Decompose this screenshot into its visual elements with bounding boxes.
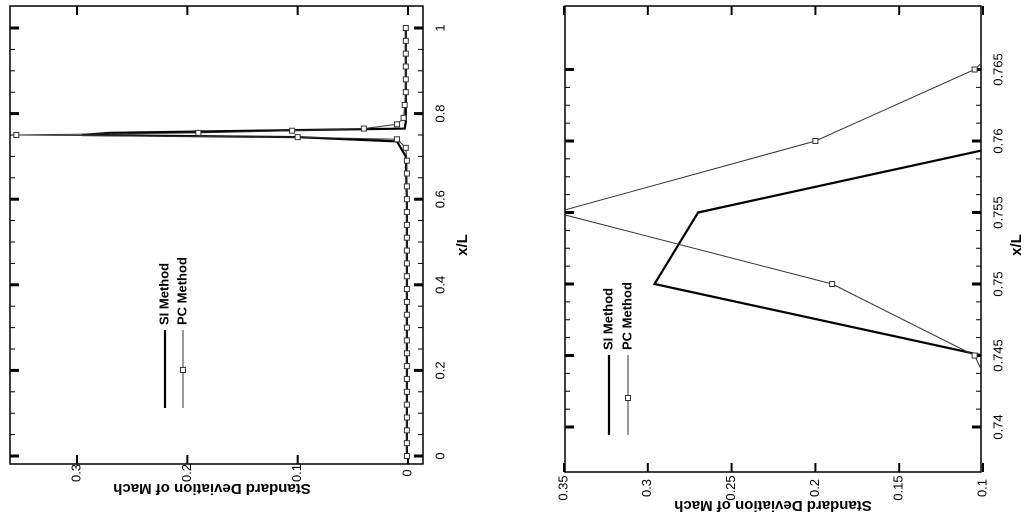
plot-area <box>13 25 410 459</box>
x-tick-label: 1 <box>432 24 447 31</box>
y-tick-label: 0.25 <box>723 475 738 500</box>
data-point-pc-method <box>13 132 20 138</box>
data-point-pc-method <box>403 170 410 177</box>
data-point-pc-method <box>403 363 410 370</box>
data-point-pc-method <box>195 129 202 136</box>
data-point-pc-method <box>403 311 410 318</box>
legend-label-si-method: SI Method <box>156 263 171 325</box>
data-point-pc-method <box>403 375 410 382</box>
y-tick-label: 0.2 <box>179 464 194 482</box>
series-line-pc-method <box>565 62 981 371</box>
legend-marker-pc-method <box>180 367 186 373</box>
y-tick-label: 0.1 <box>289 464 304 482</box>
series-line-pc-method <box>16 28 408 456</box>
x-axis-title: x/L <box>454 234 471 256</box>
plot-area <box>553 62 1011 430</box>
y-tick-label: 0.1 <box>974 479 989 497</box>
x-tick-label: 0.745 <box>990 339 1005 372</box>
y-tick-label: 0.15 <box>891 475 906 500</box>
data-point-pc-method <box>402 76 409 83</box>
data-point-pc-method <box>403 157 410 164</box>
legend: SI Method PC Method <box>156 257 189 408</box>
x-tick-label: 0.6 <box>432 190 447 208</box>
data-point-pc-method <box>829 281 836 287</box>
x-tick-label: 0.2 <box>432 361 447 379</box>
y-axis-title: Standard Deviation of Mach <box>113 480 311 497</box>
legend-label-pc-method: PC Method <box>174 257 189 325</box>
x-tick-label: 0.755 <box>990 196 1005 229</box>
data-point-pc-method <box>403 273 410 280</box>
y-tick-label: 0.2 <box>807 479 822 497</box>
legend-label-pc-method: PC Method <box>619 282 634 350</box>
y-tick-label: 0 <box>399 469 414 476</box>
chart-panel-zoomed: 0.74 0.745 0.75 0.755 0.76 0.765 0.1 0.15 0.2 0.2… <box>553 5 1024 514</box>
plot-frame <box>9 5 424 465</box>
data-point-pc-method <box>289 127 296 134</box>
series-line-si-method <box>81 28 408 456</box>
x-axis-title: x/L <box>1008 234 1024 256</box>
x-tick-label: 0.74 <box>990 414 1005 439</box>
x-tick-label: 0 <box>432 452 447 459</box>
data-point-pc-method <box>403 427 410 434</box>
legend-label-si-method: SI Method <box>600 288 615 350</box>
data-point-pc-method <box>402 89 409 96</box>
data-point-pc-method <box>403 183 410 190</box>
data-point-pc-method <box>403 209 410 216</box>
legend-marker-pc-method <box>625 395 631 401</box>
y-tick-label: 0.3 <box>68 464 83 482</box>
data-point-pc-method <box>403 286 410 293</box>
data-point-pc-method <box>553 210 558 215</box>
data-point-pc-method <box>971 66 978 73</box>
plot-frame <box>564 5 982 473</box>
data-point-pc-method <box>403 414 410 421</box>
data-point-pc-method <box>812 138 819 144</box>
data-point-pc-method <box>402 144 409 151</box>
data-point-pc-method <box>403 440 410 447</box>
y-tick-label: 0.35 <box>555 475 570 500</box>
data-point-pc-method <box>403 324 410 331</box>
data-point-pc-method <box>393 121 400 128</box>
data-point-pc-method <box>403 337 410 344</box>
data-point-pc-method <box>402 63 409 70</box>
x-tick-label: 0.4 <box>432 276 447 294</box>
chart-panel-full-range: 0 0.2 0.4 0.6 0.8 1 0 0.1 0.2 0.3 x/L Standard Devi… <box>9 5 471 497</box>
data-point-pc-method <box>403 234 410 241</box>
data-point-pc-method <box>403 247 410 254</box>
data-point-pc-method <box>403 350 410 357</box>
data-point-pc-method <box>403 298 410 305</box>
y-tick-label: 0.3 <box>639 479 654 497</box>
data-point-pc-method <box>360 125 367 132</box>
data-point-pc-method <box>971 352 978 359</box>
data-point-pc-method <box>403 401 410 408</box>
data-point-pc-method <box>400 114 407 121</box>
data-point-pc-method <box>393 136 400 143</box>
data-point-pc-method <box>403 453 410 459</box>
x-tick-label: 0.8 <box>432 105 447 123</box>
data-point-pc-method <box>402 25 409 31</box>
y-axis-title: Standard Deviation of Mach <box>674 497 872 514</box>
data-point-pc-method <box>401 102 408 109</box>
data-point-pc-method <box>294 134 301 141</box>
data-point-pc-method <box>403 196 410 203</box>
x-tick-label: 0.75 <box>990 271 1005 296</box>
x-tick-label: 0.76 <box>990 128 1005 153</box>
data-point-pc-method <box>402 37 409 44</box>
data-point-pc-method <box>1006 425 1011 430</box>
data-point-pc-method <box>403 388 410 395</box>
data-point-pc-method <box>403 221 410 228</box>
x-tick-label: 0.765 <box>990 53 1005 86</box>
series-line-si-method <box>652 149 981 357</box>
data-point-pc-method <box>403 260 410 267</box>
legend: SI Method PC Method <box>600 282 634 435</box>
data-point-pc-method <box>402 50 409 57</box>
